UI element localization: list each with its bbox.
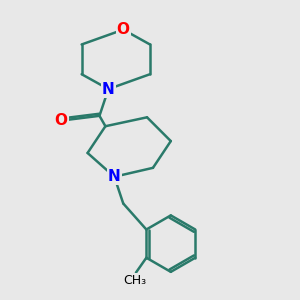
Text: N: N (108, 169, 121, 184)
Text: N: N (102, 82, 115, 97)
Text: O: O (54, 113, 67, 128)
Text: O: O (117, 22, 130, 37)
Text: CH₃: CH₃ (123, 274, 146, 286)
